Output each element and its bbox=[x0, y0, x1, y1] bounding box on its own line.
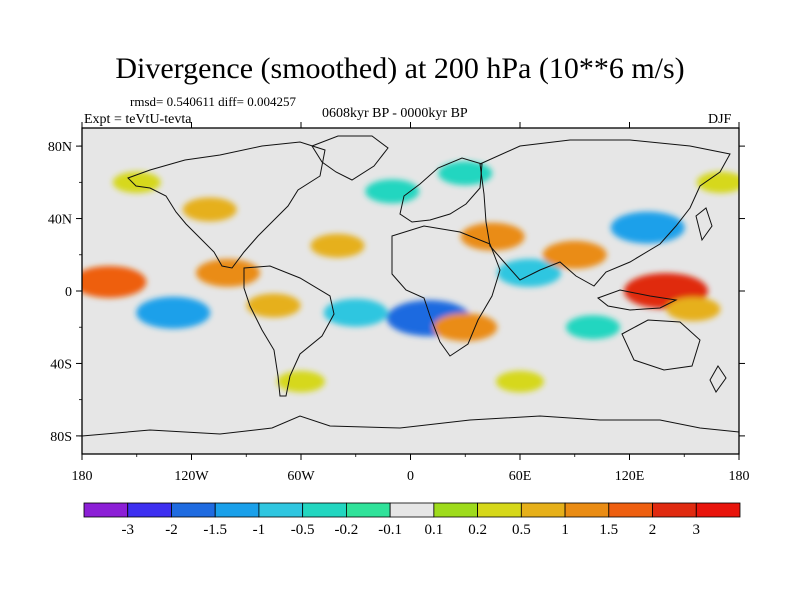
australia-coast bbox=[621, 319, 701, 371]
season-text: DJF bbox=[708, 112, 732, 127]
divergence-feature bbox=[460, 222, 525, 251]
divergence-feature bbox=[496, 370, 544, 393]
period-text: 0608kyr BP - 0000kyr BP bbox=[322, 106, 468, 121]
japan-coast bbox=[695, 207, 713, 242]
colorbar-label: 0.1 bbox=[424, 522, 443, 538]
colorbar-label: -2 bbox=[165, 522, 178, 538]
divergence-feature bbox=[182, 197, 237, 222]
lat-tick-label: 40N bbox=[48, 213, 72, 228]
maritime-continent-coast bbox=[596, 289, 678, 311]
greenland-coast bbox=[311, 135, 389, 181]
colorbar-swatch bbox=[477, 502, 522, 518]
divergence-feature bbox=[196, 258, 260, 287]
lat-tick-label: 0 bbox=[65, 285, 72, 300]
colorbar-label: 3 bbox=[693, 522, 701, 538]
south-america-coast bbox=[243, 265, 335, 397]
divergence-feature bbox=[433, 313, 498, 342]
colorbar: -3 -2 -1.5 -1 -0.5 -0.2 -0.1 0.1 0.2 0.5 1 1.5 2 3 bbox=[83, 502, 741, 538]
experiment-text: Expt = teVtU-tevta bbox=[84, 112, 192, 127]
lat-tick-label: 80S bbox=[50, 430, 72, 445]
colorbar-swatch bbox=[258, 502, 304, 518]
colorbar-swatch bbox=[171, 502, 216, 518]
colorbar-label: 1 bbox=[561, 522, 569, 538]
divergence-feature bbox=[666, 297, 721, 322]
divergence-feature bbox=[277, 370, 325, 393]
colorbar-swatch bbox=[83, 502, 129, 518]
colorbar-label: -0.5 bbox=[291, 522, 315, 538]
north-america-coast bbox=[127, 141, 326, 269]
divergence-feature bbox=[365, 179, 420, 204]
colorbar-label: 2 bbox=[649, 522, 657, 538]
map-title: Divergence (smoothed) at 200 hPa (10**6 … bbox=[115, 52, 685, 85]
lon-tick-label: 180 bbox=[72, 469, 93, 484]
map-axes: 80N 40N 0 40S 80S 180 120W 60W 0 60E 120E 180 bbox=[48, 122, 750, 484]
colorbar-label: -1.5 bbox=[203, 522, 227, 538]
divergence-feature bbox=[82, 265, 147, 298]
colorbar-swatch bbox=[520, 502, 566, 518]
lon-tick-label: 120W bbox=[174, 469, 209, 484]
colorbar-label: -3 bbox=[121, 522, 134, 538]
colorbar-label: 0.5 bbox=[512, 522, 531, 538]
divergence-feature bbox=[566, 315, 620, 340]
africa-coast bbox=[391, 225, 501, 357]
lon-tick-label: 180 bbox=[729, 469, 750, 484]
lat-tick-label: 40S bbox=[50, 357, 72, 372]
lon-tick-label: 60E bbox=[509, 469, 532, 484]
colorbar-swatch bbox=[214, 502, 260, 518]
lon-tick-label: 60W bbox=[287, 469, 315, 484]
colorbar-label: -0.2 bbox=[335, 522, 359, 538]
lat-tick-label: 80N bbox=[48, 140, 72, 155]
lon-tick-label: 0 bbox=[407, 469, 414, 484]
colorbar-swatch bbox=[302, 502, 347, 518]
colorbar-swatch bbox=[345, 502, 391, 518]
new-zealand-coast bbox=[709, 365, 727, 393]
divergence-feature bbox=[246, 293, 301, 318]
antarctica-coast bbox=[82, 415, 739, 437]
divergence-feature bbox=[136, 296, 211, 329]
map-panel: 80N 40N 0 40S 80S 180 120W 60W 0 60E 120E 180 bbox=[48, 122, 750, 484]
colorbar-swatch bbox=[127, 502, 172, 518]
asia-coast bbox=[479, 139, 731, 287]
europe-coast bbox=[399, 157, 483, 223]
stats-text: rmsd= 0.540611 diff= 0.004257 bbox=[130, 94, 296, 109]
divergence-feature bbox=[542, 240, 607, 269]
colorbar-swatch bbox=[564, 502, 610, 518]
divergence-feature bbox=[696, 171, 739, 194]
colorbar-swatch bbox=[652, 502, 697, 518]
colorbar-swatch bbox=[695, 502, 741, 518]
lon-tick-label: 120E bbox=[615, 469, 645, 484]
colorbar-label: -0.1 bbox=[378, 522, 402, 538]
colorbar-swatch bbox=[433, 502, 479, 518]
divergence-feature bbox=[497, 258, 562, 287]
coastlines bbox=[82, 135, 739, 437]
colorbar-swatch bbox=[389, 502, 435, 518]
divergence-feature bbox=[610, 211, 685, 244]
colorbar-label: 1.5 bbox=[599, 522, 618, 538]
divergence-feature bbox=[323, 298, 388, 327]
colorbar-label: -1 bbox=[253, 522, 266, 538]
divergence-feature bbox=[310, 233, 365, 258]
colorbar-swatch bbox=[608, 502, 653, 518]
colorbar-label: 0.2 bbox=[468, 522, 487, 538]
divergence-feature bbox=[438, 161, 493, 186]
